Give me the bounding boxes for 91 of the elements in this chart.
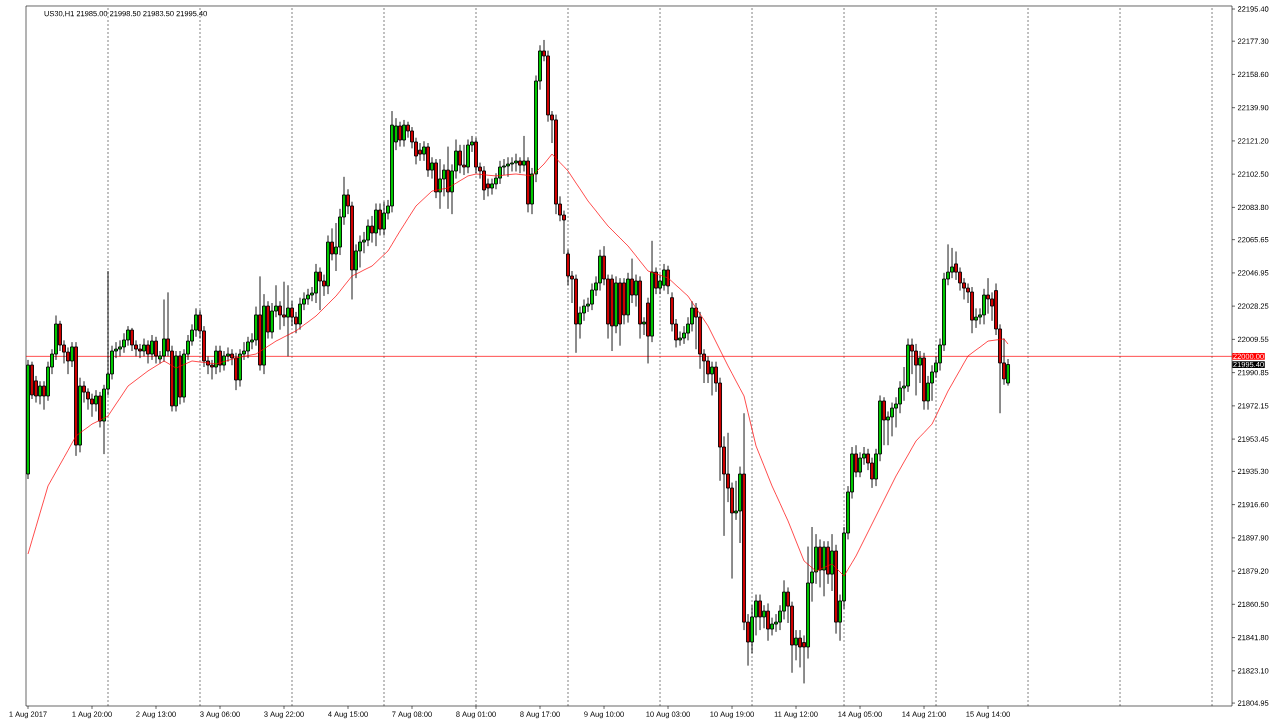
candlestick [402, 119, 406, 148]
candlestick [502, 158, 506, 176]
candlestick [226, 347, 230, 363]
candlestick [218, 345, 222, 373]
candlestick [514, 153, 518, 172]
candlestick [238, 348, 242, 388]
candlestick [822, 540, 826, 597]
candlestick [146, 339, 150, 364]
candlestick [418, 142, 422, 162]
candlestick [798, 629, 802, 668]
candlestick [214, 345, 218, 375]
candlestick [426, 142, 430, 178]
candlestick [406, 121, 410, 139]
candlestick [118, 339, 122, 357]
candlestick [126, 325, 130, 347]
candlestick [858, 451, 862, 478]
candlestick [666, 265, 670, 295]
candlestick [618, 277, 622, 347]
candlestick [922, 352, 926, 411]
candlestick [970, 286, 974, 334]
candlestick [246, 336, 250, 359]
candlestick [766, 602, 770, 642]
candlestick [1006, 358, 1010, 387]
candlestick [374, 203, 378, 247]
candlestick [622, 277, 626, 325]
candlestick [434, 158, 438, 199]
candlestick [178, 350, 182, 405]
candlestick [358, 235, 362, 268]
candlestick [898, 380, 902, 414]
candlestick [390, 110, 394, 213]
candlestick [510, 156, 514, 172]
candlestick [154, 336, 158, 364]
candlestick [150, 334, 154, 361]
candlestick [138, 343, 142, 359]
candlestick [818, 538, 822, 588]
candlestick [546, 50, 550, 123]
candlestick [398, 121, 402, 148]
candlestick [506, 156, 510, 178]
candlestick [194, 307, 198, 338]
candlestick [142, 338, 146, 357]
candlestick [986, 277, 990, 315]
candlestick [758, 594, 762, 631]
candlestick [774, 613, 778, 633]
candlestick [554, 114, 558, 215]
candlestick [282, 281, 286, 327]
candlestick [610, 274, 614, 352]
candlestick [438, 158, 442, 210]
candlestick [806, 546, 810, 659]
candlestick [870, 457, 874, 489]
candlestick [698, 311, 702, 370]
candlestick [318, 267, 322, 311]
candlestick [446, 146, 450, 210]
candlestick [366, 219, 370, 247]
candlestick [598, 249, 602, 292]
candlestick [682, 325, 686, 345]
candlestick [462, 144, 466, 176]
candlestick [98, 391, 102, 428]
candlestick [298, 297, 302, 331]
candlestick [90, 393, 94, 418]
candlestick [258, 275, 262, 372]
candlestick [638, 275, 642, 340]
candlestick [782, 579, 786, 620]
candlestick [954, 251, 958, 281]
candlestick [378, 203, 382, 236]
candlestick [122, 332, 126, 354]
candlestick [306, 288, 310, 306]
candlestick [482, 165, 486, 201]
candlestick [74, 341, 78, 457]
candlestick [174, 350, 178, 412]
candlestick [710, 361, 714, 396]
candlestick [582, 299, 586, 322]
candlestick [706, 355, 710, 384]
candlestick [906, 338, 910, 393]
candlestick [574, 274, 578, 354]
candlestick [950, 247, 954, 279]
candlestick [958, 267, 962, 292]
candlestick [590, 283, 594, 311]
candlestick [466, 139, 470, 174]
candlestick [650, 240, 654, 343]
candlestick [234, 352, 238, 391]
candlestick [86, 387, 90, 411]
candlestick [914, 343, 918, 396]
candlestick [270, 302, 274, 340]
candlestick [490, 178, 494, 196]
candlestick [890, 402, 894, 437]
candlestick [498, 160, 502, 185]
candlestick [38, 380, 42, 405]
candlestick [762, 604, 766, 629]
candlestick [66, 347, 70, 375]
candlestick [130, 327, 134, 352]
candlestick [286, 284, 290, 357]
